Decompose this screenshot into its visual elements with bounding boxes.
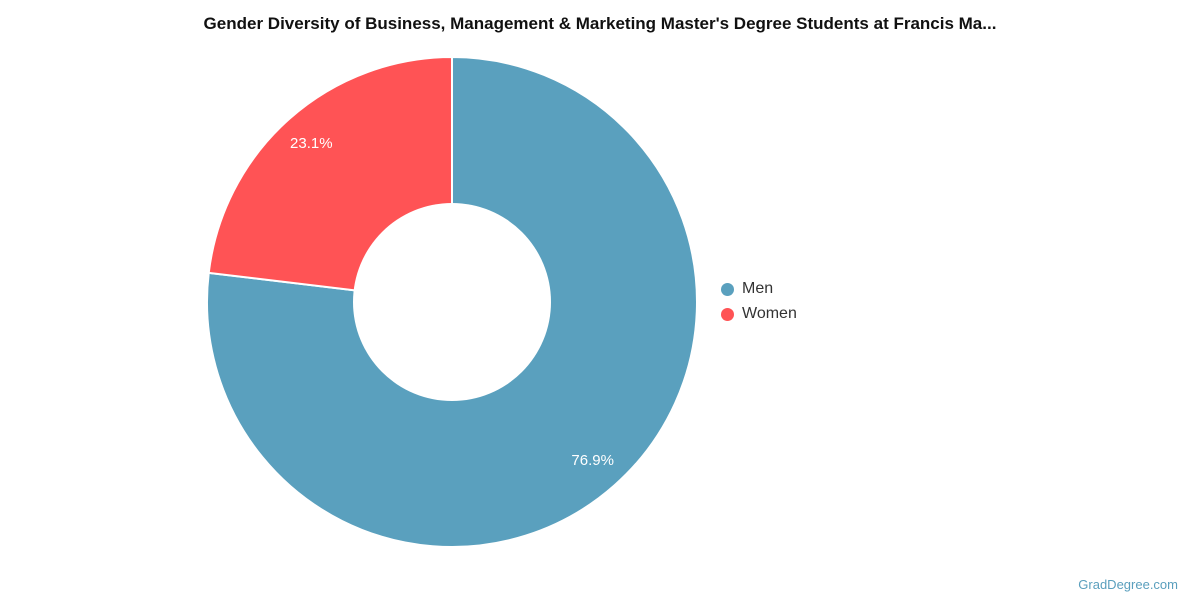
legend-label: Women (742, 305, 797, 322)
legend-swatch-icon (721, 282, 734, 296)
legend-item-men[interactable]: Men (721, 280, 797, 298)
slice-label-men: 76.9% (571, 452, 614, 469)
legend-swatch-icon (721, 307, 734, 321)
pie-slice-men[interactable] (206, 56, 698, 548)
donut-chart: 76.9% 23.1% (202, 52, 702, 552)
legend-label: Men (742, 280, 774, 297)
legend: Men Women (721, 280, 797, 323)
legend-item-women[interactable]: Women (721, 305, 797, 323)
slice-label-women: 23.1% (290, 135, 333, 152)
donut-hole (353, 203, 551, 401)
chart-title: Gender Diversity of Business, Management… (203, 14, 997, 33)
donut-svg: 76.9% 23.1% (206, 56, 698, 548)
watermark-link[interactable]: GradDegree.com (1078, 577, 1178, 592)
